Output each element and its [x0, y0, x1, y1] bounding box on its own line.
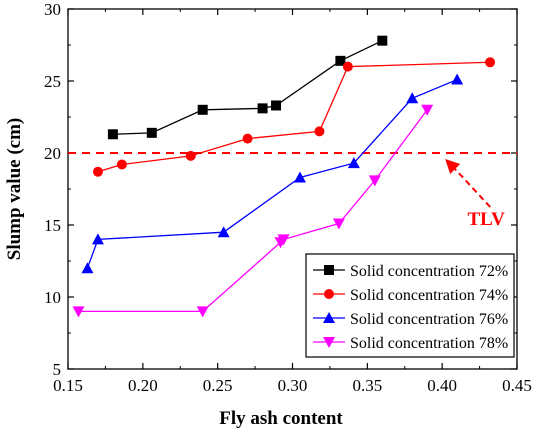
legend-marker	[323, 337, 335, 348]
data-point	[107, 129, 118, 140]
data-point	[406, 92, 419, 104]
data-point	[451, 73, 464, 85]
data-point	[347, 157, 360, 169]
legend-marker	[324, 265, 334, 275]
data-point	[293, 171, 306, 183]
data-point	[91, 233, 104, 245]
x-tick-label: 0.30	[278, 376, 308, 395]
data-point	[72, 306, 85, 318]
data-point	[377, 35, 388, 46]
legend: Solid concentration 72% Solid concentrati…	[305, 253, 515, 358]
legend-marker	[324, 289, 334, 299]
data-point	[335, 55, 346, 66]
data-point	[257, 103, 268, 114]
data-point	[342, 61, 353, 72]
series-2	[92, 57, 496, 177]
data-point	[116, 159, 127, 170]
legend-marker	[323, 312, 335, 323]
y-tick-label: 25	[44, 72, 61, 91]
x-tick-label: 0.15	[53, 376, 83, 395]
data-point	[81, 262, 94, 274]
data-point	[242, 133, 253, 144]
series-1	[107, 35, 388, 140]
y-tick-label: 20	[44, 144, 61, 163]
legend-label: Solid concentration 76%	[350, 311, 508, 328]
data-point	[368, 175, 381, 187]
series-line	[112, 40, 383, 135]
data-point	[277, 234, 290, 246]
y-tick-label: 10	[44, 288, 61, 307]
tlv-arrow-head	[445, 159, 461, 174]
legend-label: Solid concentration 72%	[350, 263, 508, 280]
data-point	[421, 104, 434, 116]
axes: 0.15 0.20 0.25 0.30 0.35 0.40 0.45 5 10 15 20 25 30	[44, 0, 532, 395]
data-point	[185, 150, 196, 161]
x-tick-label: 0.35	[352, 376, 382, 395]
series-group	[72, 35, 496, 318]
series-3	[81, 73, 464, 274]
data-point	[271, 100, 282, 111]
legend-label: Solid concentration 74%	[350, 287, 508, 304]
x-tick-label: 0.40	[427, 376, 457, 395]
data-point	[485, 57, 496, 68]
legend-label: Solid concentration 78%	[350, 335, 508, 352]
tlv-label: TLV	[468, 209, 506, 230]
y-axis-title: Slump value (cm)	[4, 118, 25, 261]
series-line	[97, 61, 491, 173]
data-point	[314, 126, 325, 137]
x-tick-label: 0.20	[128, 376, 158, 395]
data-point	[217, 226, 230, 238]
data-point	[332, 218, 345, 230]
y-tick-label: 5	[53, 360, 62, 379]
reference-line-group: TLV	[68, 152, 517, 230]
data-point	[146, 127, 157, 138]
x-tick-label: 0.25	[203, 376, 233, 395]
legend-box	[305, 253, 515, 358]
y-tick-label: 15	[44, 216, 61, 235]
series-4	[72, 104, 434, 318]
data-point	[197, 104, 208, 115]
data-point	[92, 166, 103, 177]
x-axis-title: Fly ash content	[219, 408, 343, 429]
data-point	[196, 306, 209, 318]
x-tick-label: 0.45	[502, 376, 532, 395]
y-tick-label: 30	[44, 0, 61, 19]
tlv-arrow-line	[453, 167, 491, 208]
